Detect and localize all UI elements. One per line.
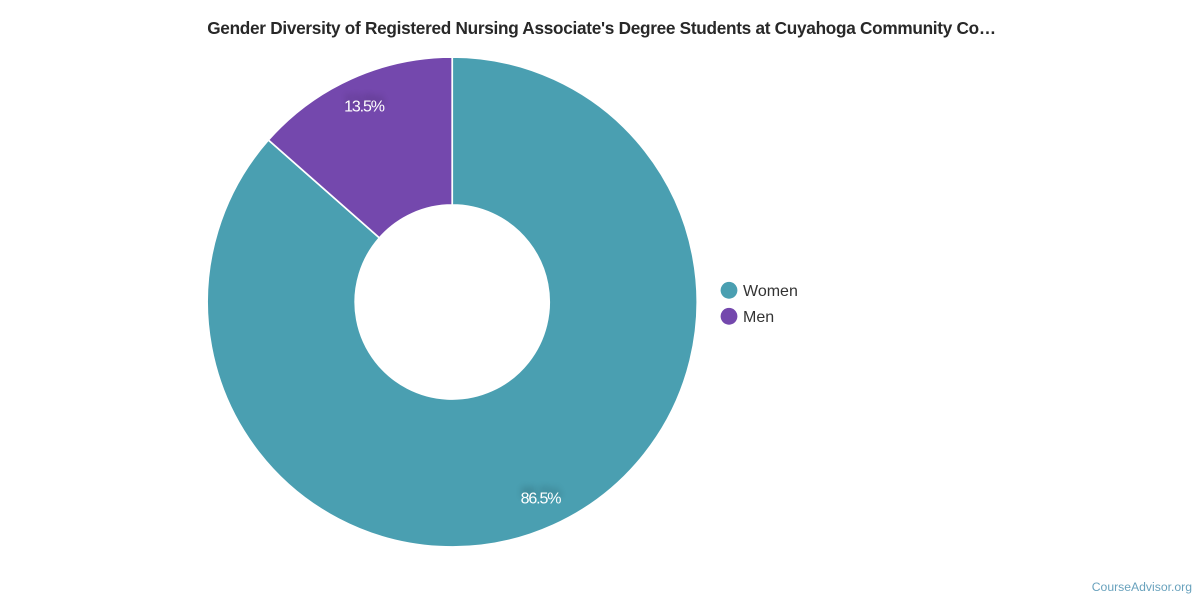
svg-text:Men: Men (743, 309, 774, 326)
svg-text:Gender Diversity of Registered: Gender Diversity of Registered Nursing A… (207, 18, 996, 38)
svg-text:86.5%: 86.5% (521, 491, 562, 508)
svg-text:13.5%: 13.5% (344, 99, 385, 116)
svg-text:Women: Women (743, 283, 798, 300)
svg-text:CourseAdvisor.org: CourseAdvisor.org (1092, 580, 1192, 594)
